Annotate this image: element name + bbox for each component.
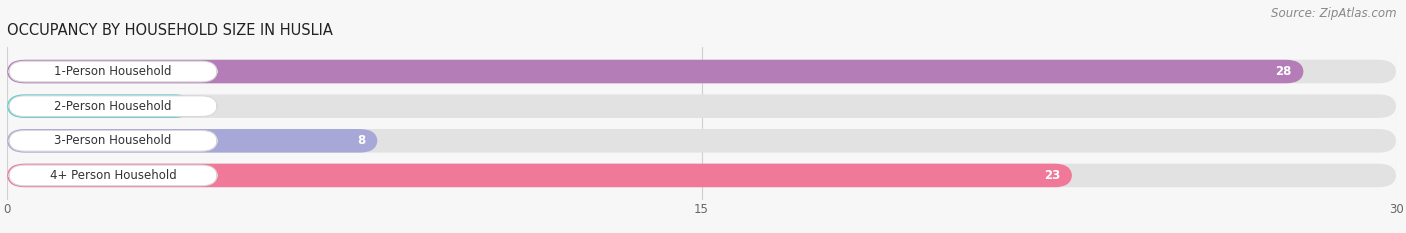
Text: Source: ZipAtlas.com: Source: ZipAtlas.com xyxy=(1271,7,1396,20)
FancyBboxPatch shape xyxy=(8,165,218,186)
FancyBboxPatch shape xyxy=(7,60,1303,83)
Text: 4: 4 xyxy=(173,100,180,113)
Text: 2-Person Household: 2-Person Household xyxy=(55,100,172,113)
FancyBboxPatch shape xyxy=(7,164,1396,187)
FancyBboxPatch shape xyxy=(7,129,1396,153)
FancyBboxPatch shape xyxy=(7,94,1396,118)
Text: 4+ Person Household: 4+ Person Household xyxy=(49,169,176,182)
Text: OCCUPANCY BY HOUSEHOLD SIZE IN HUSLIA: OCCUPANCY BY HOUSEHOLD SIZE IN HUSLIA xyxy=(7,24,333,38)
Text: 3-Person Household: 3-Person Household xyxy=(55,134,172,147)
FancyBboxPatch shape xyxy=(8,130,218,151)
Text: 23: 23 xyxy=(1045,169,1060,182)
FancyBboxPatch shape xyxy=(7,164,1071,187)
Text: 8: 8 xyxy=(357,134,366,147)
Text: 1-Person Household: 1-Person Household xyxy=(55,65,172,78)
Text: 28: 28 xyxy=(1275,65,1292,78)
FancyBboxPatch shape xyxy=(8,61,218,82)
FancyBboxPatch shape xyxy=(7,60,1396,83)
FancyBboxPatch shape xyxy=(7,94,193,118)
FancyBboxPatch shape xyxy=(7,129,377,153)
FancyBboxPatch shape xyxy=(8,96,218,116)
